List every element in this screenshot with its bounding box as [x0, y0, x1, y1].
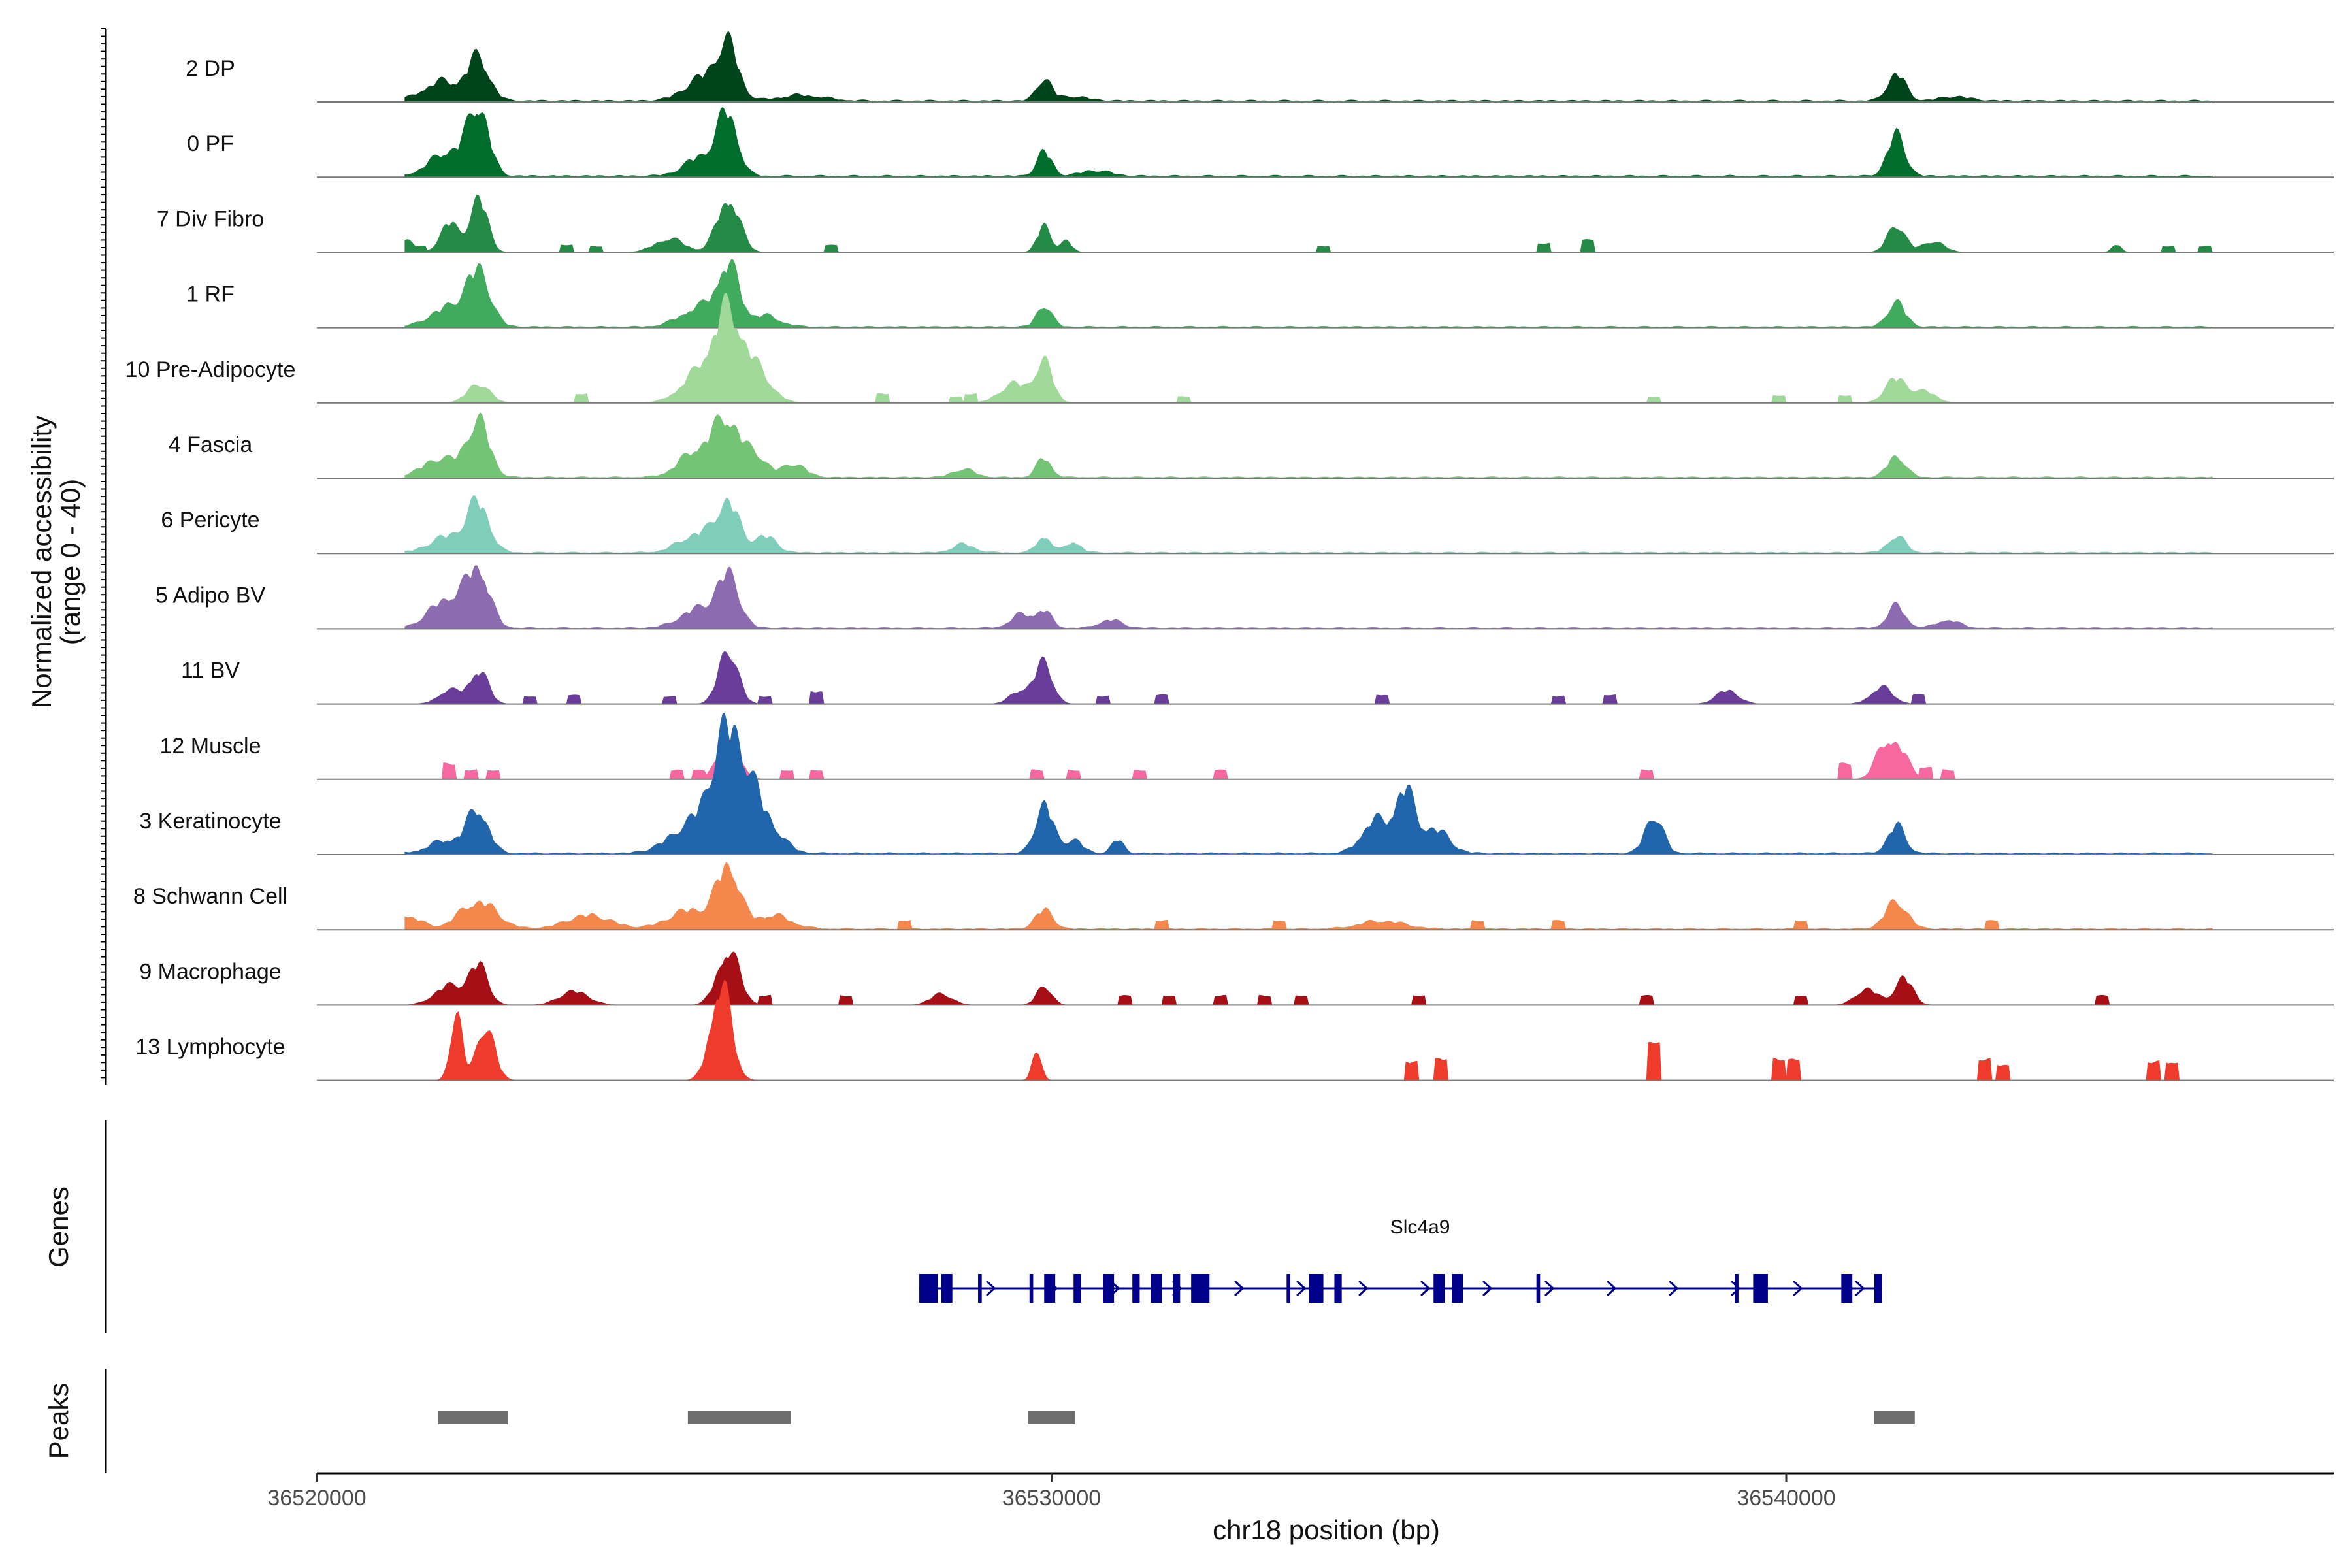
track-labels: 2 DP 0 PF 7 Div Fibro 1 RF 10 Pre-Adipocyte 4…: [125, 56, 296, 1060]
coverage-area: [404, 412, 2213, 479]
x-tick-label: 36520000: [267, 1486, 366, 1511]
track-label: 7 Div Fibro: [157, 206, 264, 231]
gene-exon: [1536, 1274, 1541, 1303]
x-axis-ticks: 36520000 36530000 36540000: [267, 1473, 1836, 1511]
coverage-area: [404, 565, 2213, 629]
gene-exon: [1433, 1274, 1445, 1303]
coverage-area: [404, 495, 2213, 554]
y-axis-subtitle: (range 0 - 40): [55, 479, 86, 645]
gene-exon: [1874, 1274, 1882, 1303]
genes-panel-label: Genes: [43, 1186, 74, 1267]
coverage-area: [404, 740, 2213, 780]
gene-exon: [1173, 1274, 1181, 1303]
strand-arrow: [1669, 1280, 1679, 1297]
gene-exon: [1286, 1274, 1290, 1303]
strand-arrow: [1358, 1280, 1369, 1297]
track-11-bv: [317, 651, 2334, 705]
gene-exon: [1151, 1274, 1162, 1303]
track-0-pf: [317, 106, 2334, 178]
strand-arrow: [1420, 1280, 1431, 1297]
peak-region: [438, 1411, 508, 1424]
gene-exon: [1132, 1274, 1140, 1303]
gene-exon: [1309, 1274, 1324, 1303]
track-label: 4 Fascia: [169, 433, 253, 457]
gene-exon: [1029, 1274, 1034, 1303]
coverage-area: [404, 651, 2213, 705]
track-1-rf: [317, 258, 2334, 329]
track-label: 6 Pericyte: [161, 508, 259, 532]
coverage-area: [404, 258, 2213, 329]
track-label: 1 RF: [186, 282, 235, 307]
strand-arrow: [1855, 1280, 1865, 1297]
track-label: 0 PF: [187, 131, 234, 156]
track-label: 3 Keratinocyte: [139, 809, 281, 834]
gene-model: [919, 1274, 1882, 1303]
coverage-area: [404, 979, 2213, 1081]
strand-arrow: [1296, 1280, 1307, 1297]
strand-arrow: [1234, 1280, 1245, 1297]
strand-arrow: [1544, 1280, 1555, 1297]
gene-exon: [978, 1274, 982, 1303]
track-3-keratinocyte: [317, 713, 2334, 855]
strand-arrow: [986, 1280, 996, 1297]
gene-exon: [1103, 1274, 1115, 1303]
track-4-fascia: [317, 412, 2334, 479]
gene-exon: [1735, 1274, 1739, 1303]
track-label: 8 Schwann Cell: [133, 884, 287, 909]
coverage-area: [404, 194, 2213, 253]
track-2-dp: [317, 31, 2334, 103]
track-label: 5 Adipo BV: [155, 583, 266, 608]
gene-annotation: Slc4a9: [919, 1217, 1882, 1303]
track-label: 13 Lymphocyte: [135, 1035, 285, 1060]
strand-arrow: [1607, 1280, 1617, 1297]
gene-exon: [1452, 1274, 1463, 1303]
coverage-tracks: [317, 31, 2334, 1081]
coverage-area: [404, 31, 2213, 103]
track-label: 11 BV: [181, 659, 240, 683]
y-axis-ticks: [101, 28, 106, 1079]
gene-exon: [941, 1274, 953, 1303]
x-tick-label: 36530000: [1002, 1486, 1101, 1511]
track-9-macrophage: [317, 951, 2334, 1006]
y-axis-title: Normalized accessibility: [26, 416, 57, 708]
track-10-pre-adipocyte: [317, 293, 2334, 404]
coverage-area: [404, 713, 2213, 855]
track-6-pericyte: [317, 495, 2334, 555]
peak-regions: [438, 1411, 1915, 1424]
peak-region: [687, 1411, 791, 1424]
track-5-adipo-bv: [317, 565, 2334, 630]
coverage-area: [404, 293, 2213, 404]
peak-region: [1028, 1411, 1075, 1424]
track-label: 2 DP: [186, 56, 235, 81]
gene-exon: [1753, 1274, 1768, 1303]
strand-arrow: [1731, 1280, 1741, 1297]
track-label: 10 Pre-Adipocyte: [125, 357, 296, 382]
track-8-schwann-cell: [317, 862, 2334, 931]
track-7-div-fibro: [317, 194, 2334, 253]
strand-arrow: [1793, 1280, 1803, 1297]
gene-exon: [1191, 1274, 1210, 1303]
peak-region: [1874, 1411, 1915, 1424]
gene-exon: [1841, 1274, 1853, 1303]
gene-exon: [919, 1274, 938, 1303]
coverage-area: [404, 951, 2213, 1005]
coverage-area: [404, 862, 2213, 930]
track-label: 12 Muscle: [160, 734, 261, 759]
strand-arrow: [1482, 1280, 1493, 1297]
x-tick-label: 36540000: [1737, 1486, 1835, 1511]
track-label: 9 Macrophage: [139, 959, 281, 984]
gene-label: Slc4a9: [1390, 1217, 1450, 1238]
gene-exon: [1334, 1274, 1342, 1303]
x-axis-title: chr18 position (bp): [1213, 1514, 1440, 1545]
gene-exon: [1044, 1274, 1056, 1303]
track-12-muscle: [317, 740, 2334, 780]
gene-exon: [1073, 1274, 1081, 1303]
coverage-area: [404, 106, 2213, 178]
peaks-panel-label: Peaks: [43, 1383, 74, 1460]
track-13-lymphocyte: [317, 979, 2334, 1081]
